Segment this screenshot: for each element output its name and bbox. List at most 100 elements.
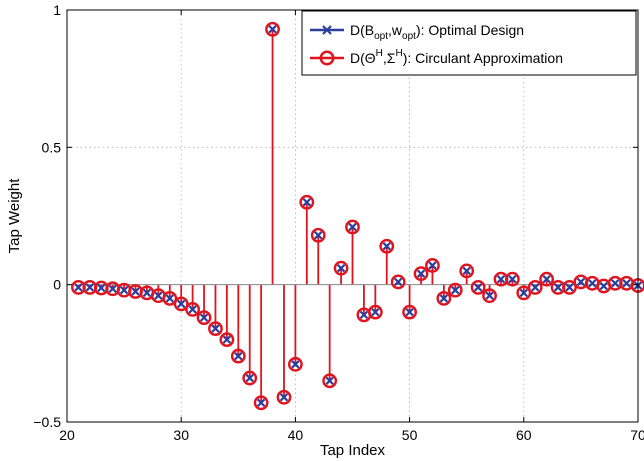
x-marker-stroke <box>322 25 332 35</box>
x-marker <box>485 291 494 300</box>
x-marker-stroke <box>382 242 391 251</box>
circle-marker <box>185 301 201 317</box>
circle-marker <box>253 395 269 411</box>
circle-marker-icon <box>319 50 335 66</box>
circle-marker <box>482 288 497 304</box>
y-tick-label: −0.5 <box>33 414 61 430</box>
x-marker <box>382 242 391 251</box>
circle-marker <box>276 389 292 405</box>
x-marker <box>394 277 403 287</box>
x-marker <box>177 299 186 309</box>
x-marker-stroke <box>576 277 586 287</box>
axis-ticks: 20 30 40 50 60 70 −0.5 0 0.5 1 <box>33 2 644 443</box>
legend-entry-optimal: D(Bopt,wopt): Optimal Design <box>310 22 524 42</box>
x-marker <box>496 274 506 284</box>
x-marker <box>165 294 174 303</box>
x-marker <box>108 284 117 293</box>
x-marker <box>302 198 311 207</box>
circle-marker <box>333 260 349 276</box>
x-marker-stroke <box>74 283 83 292</box>
x-marker <box>154 291 163 300</box>
x-marker <box>542 274 551 284</box>
x-marker <box>428 261 437 270</box>
x-marker-stroke <box>85 283 95 292</box>
circle-marker <box>196 310 212 326</box>
x-marker <box>610 279 620 288</box>
x-marker-stroke <box>565 283 574 292</box>
x-marker-stroke <box>473 283 483 292</box>
x-marker <box>97 283 106 293</box>
circle-marker <box>470 280 486 295</box>
legend-entry-circulant: D(ΘH,ΣH): Circulant Approximation <box>310 48 563 66</box>
x-marker-stroke <box>588 279 597 288</box>
x-marker <box>359 310 369 320</box>
x-marker <box>245 373 254 383</box>
x-marker <box>473 283 483 292</box>
x-tick-label: 30 <box>173 427 189 443</box>
x-marker-stroke <box>519 288 528 298</box>
x-marker <box>279 393 289 402</box>
x-marker <box>256 398 266 407</box>
x-marker <box>588 279 597 288</box>
x-marker <box>85 283 95 292</box>
y-tick-label: 0 <box>53 277 61 293</box>
x-marker <box>291 360 300 369</box>
circle-marker <box>527 280 543 295</box>
circle-marker <box>413 266 429 282</box>
x-marker <box>576 277 586 287</box>
x-marker <box>188 305 197 314</box>
circle-marker <box>310 227 326 243</box>
x-marker-stroke <box>610 279 620 288</box>
x-marker <box>348 222 357 232</box>
circle-marker <box>436 290 452 306</box>
x-marker-stroke <box>439 294 449 303</box>
x-marker-stroke <box>211 324 220 333</box>
x-marker <box>119 285 129 295</box>
x-marker <box>451 285 460 295</box>
x-marker-stroke <box>165 294 174 303</box>
x-marker <box>131 287 140 296</box>
circle-marker <box>219 332 235 347</box>
circle-marker <box>390 274 406 290</box>
x-marker <box>336 264 346 273</box>
circle-marker <box>265 21 280 37</box>
x-marker <box>222 335 232 344</box>
plot-frame <box>66 9 639 423</box>
x-marker <box>531 283 540 292</box>
legend-label-circulant: D(ΘH,ΣH): Circulant Approximation <box>350 48 563 66</box>
x-marker-stroke <box>142 288 152 298</box>
x-marker <box>439 294 449 303</box>
x-marker-stroke <box>485 291 494 300</box>
x-marker-stroke <box>325 376 334 385</box>
x-marker-stroke <box>622 279 631 288</box>
circle-marker <box>287 356 303 372</box>
x-marker-stroke <box>97 283 106 293</box>
circle-marker <box>230 348 246 364</box>
x-marker-stroke <box>394 277 403 287</box>
x-marker-stroke <box>314 231 323 240</box>
y-axis-label: Tap Weight <box>6 178 23 254</box>
x-marker-stroke <box>462 266 471 276</box>
circle-marker <box>459 263 475 279</box>
x-marker <box>565 283 574 292</box>
x-marker-stroke <box>496 274 506 284</box>
circle-marker <box>345 219 360 235</box>
x-marker-stroke <box>131 287 140 296</box>
y-tick-label: 0.5 <box>42 139 62 155</box>
x-marker-stroke <box>599 281 608 291</box>
x-marker <box>599 281 608 291</box>
x-marker-stroke <box>188 305 197 314</box>
circle-marker <box>447 282 463 298</box>
x-marker <box>405 307 414 317</box>
x-marker <box>622 279 631 288</box>
stem-lines <box>77 29 639 403</box>
x-marker-stroke <box>154 291 163 300</box>
x-marker-stroke <box>553 283 563 292</box>
x-marker-stroke <box>234 351 243 361</box>
circle-marker <box>539 271 555 287</box>
x-marker <box>268 25 277 34</box>
x-tick-label: 20 <box>59 427 75 443</box>
x-marker <box>371 307 380 317</box>
x-marker <box>211 324 220 333</box>
